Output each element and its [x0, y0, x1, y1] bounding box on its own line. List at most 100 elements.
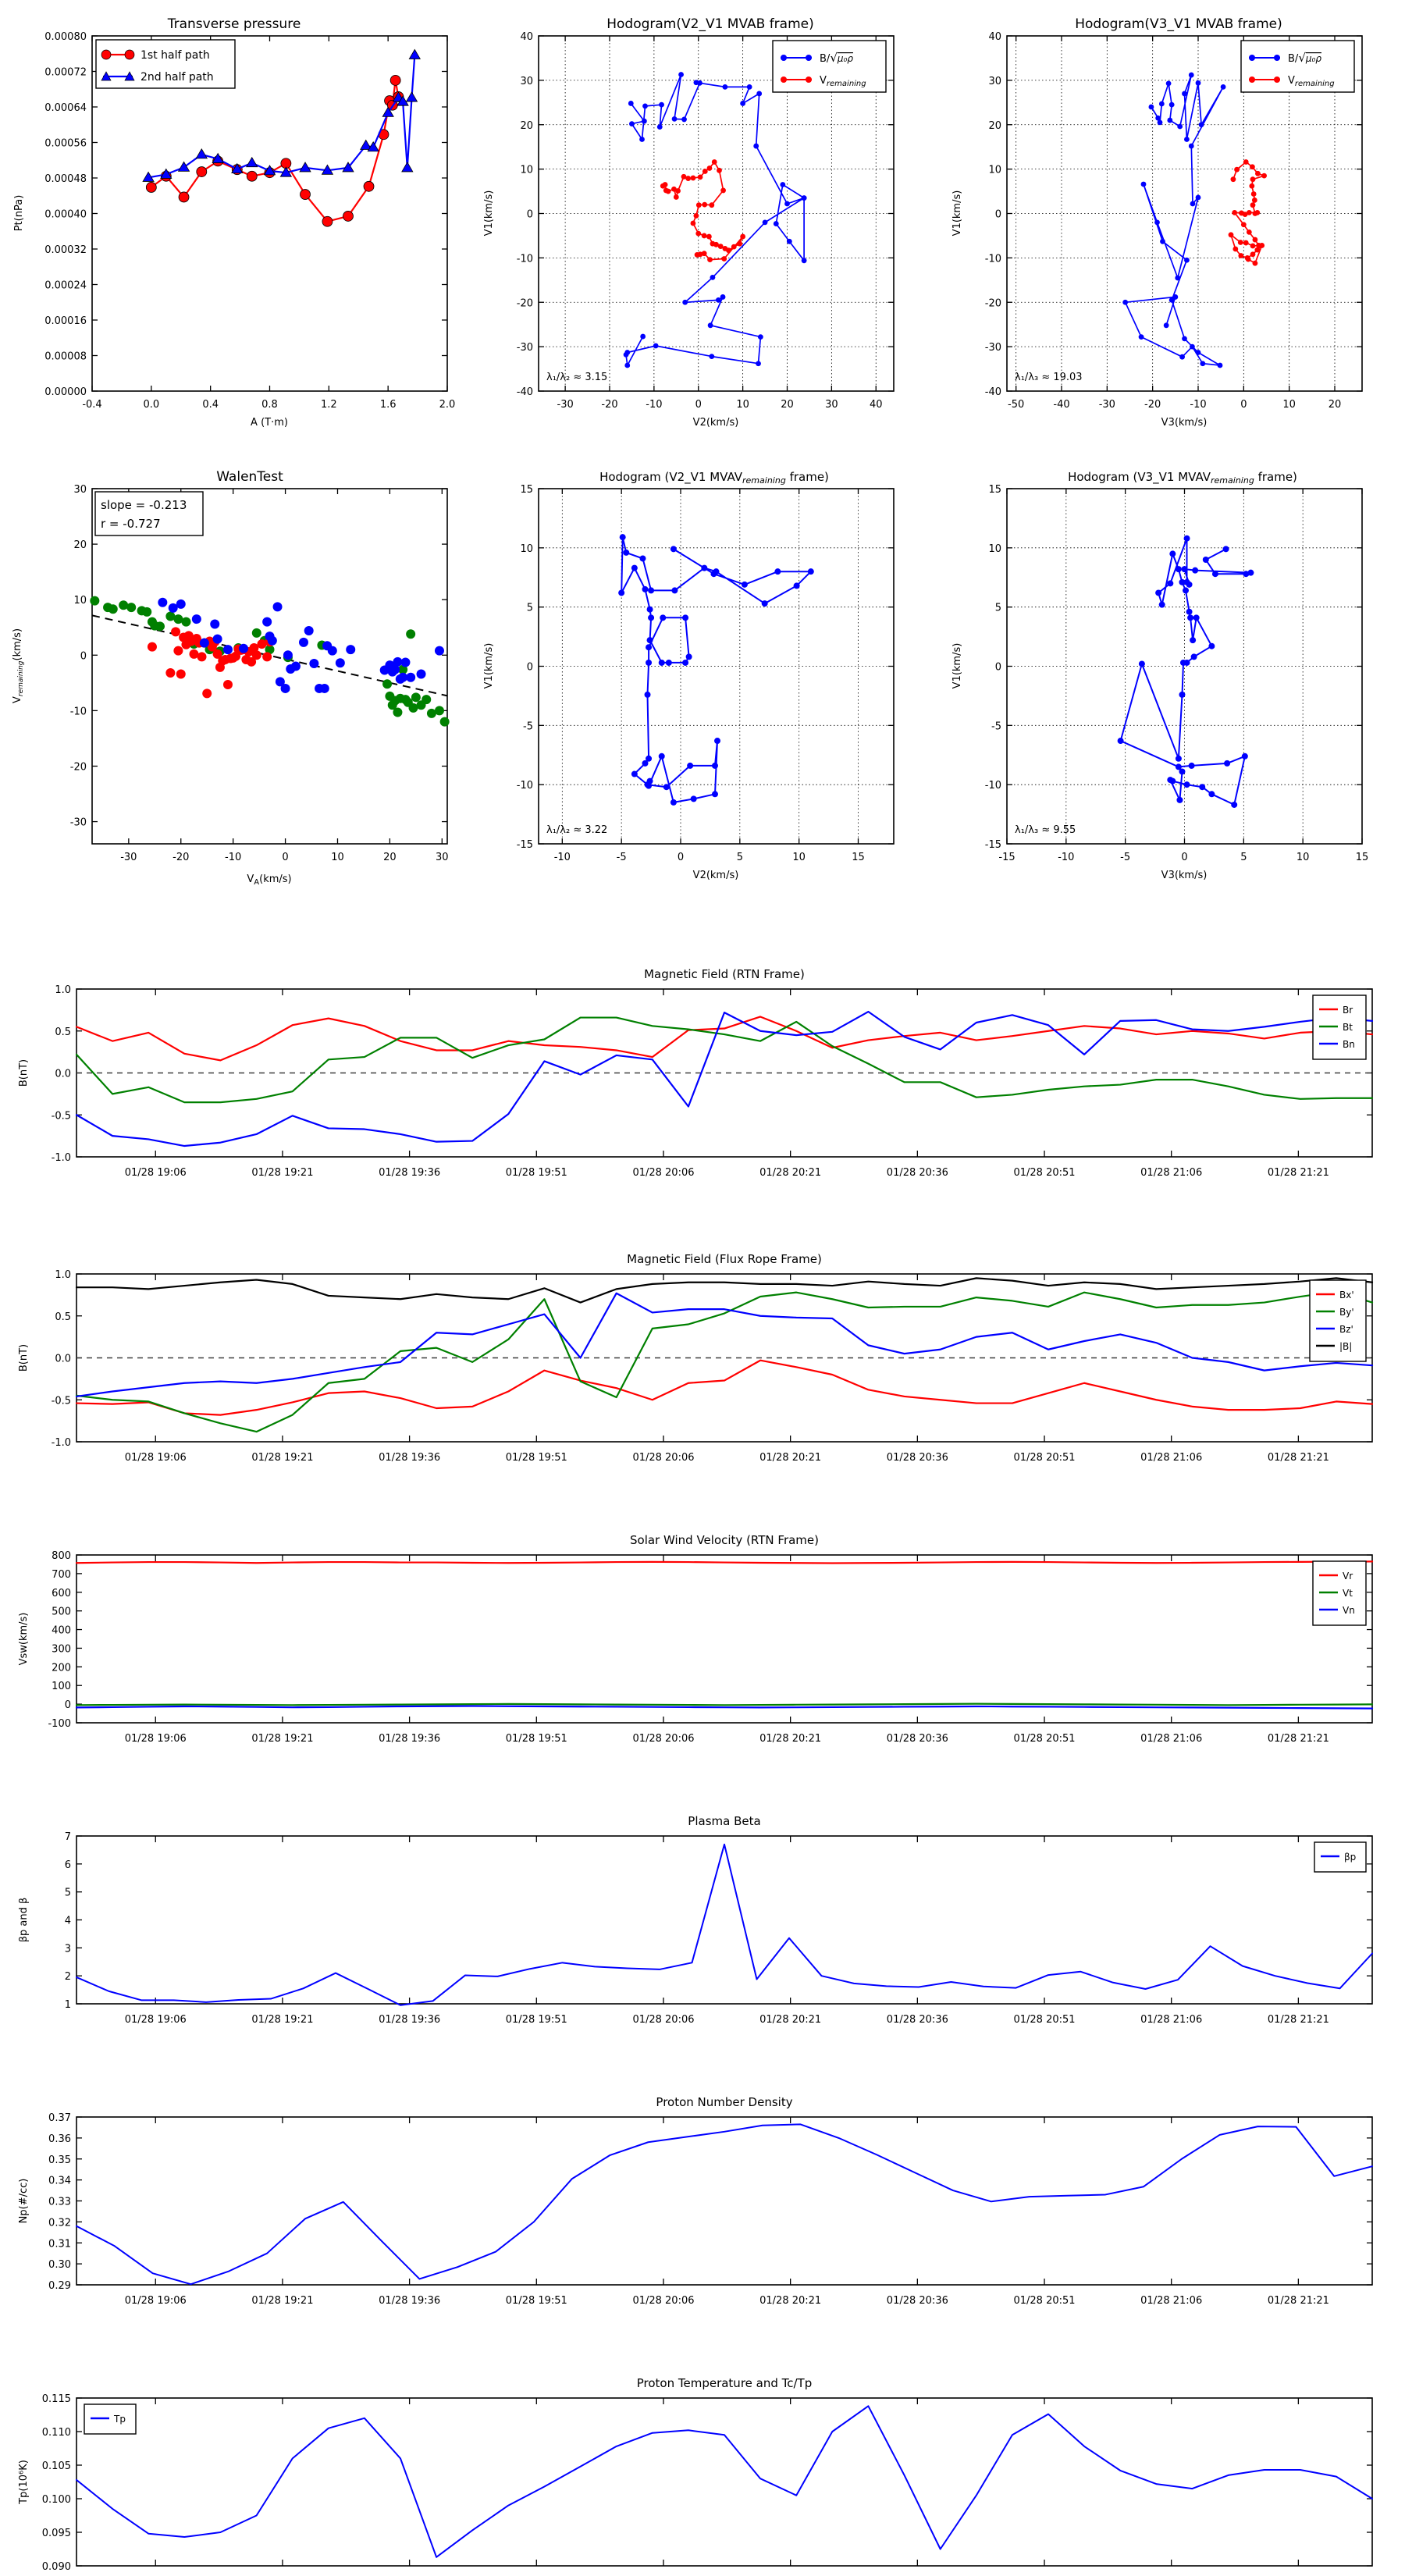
scatter-point [416, 669, 426, 679]
data-point [1190, 201, 1196, 207]
vsw_rtn-title: Solar Wind Velocity (RTN Frame) [630, 1533, 819, 1547]
scatter-point [222, 679, 233, 689]
x-tick-label: 01/28 19:06 [125, 2295, 187, 2307]
x-tick-label: -20 [173, 852, 189, 863]
data-point [710, 275, 716, 280]
data-marker [300, 189, 311, 200]
data-point [801, 258, 807, 264]
data-point [695, 202, 702, 208]
legend-marker [101, 71, 112, 81]
x-tick-label: 1.6 [380, 399, 397, 411]
data-point [1157, 119, 1163, 126]
data-point [1177, 123, 1183, 130]
data-marker [160, 168, 173, 179]
b_fluxrope-ylabel: B(nT) [18, 1344, 30, 1372]
data-point [639, 137, 645, 142]
legend-label: B/√μ₀ρ [820, 51, 853, 65]
x-tick-label: 30 [825, 399, 838, 411]
data-marker [382, 106, 394, 117]
walen-test-title: WalenTest [216, 469, 283, 485]
data-point [1246, 209, 1252, 215]
x-tick-label: 01/28 20:06 [632, 2014, 694, 2026]
y-tick-label: 100 [52, 1681, 71, 1692]
y-tick-label: 400 [52, 1625, 71, 1637]
x-tick-label: -10 [1190, 399, 1206, 411]
data-point [756, 91, 763, 97]
legend-marker [1249, 76, 1255, 83]
legend-label: Vremaining [820, 75, 866, 88]
data-point [1240, 222, 1247, 228]
data-point [1250, 243, 1256, 249]
scatter-point [398, 672, 408, 682]
data-point [642, 760, 649, 767]
data-point [697, 174, 703, 180]
data-point [731, 244, 737, 250]
x-tick-label: 01/28 19:51 [506, 2014, 567, 2026]
data-marker [397, 95, 409, 106]
data-point [711, 159, 717, 165]
data-point [694, 251, 700, 258]
y-tick-label: 6 [65, 1859, 71, 1871]
data-point [1175, 275, 1181, 281]
y-tick-label: -40 [985, 386, 1001, 398]
data-point [1183, 781, 1190, 788]
data-point [623, 549, 630, 556]
x-tick-label: 01/28 21:21 [1268, 1733, 1329, 1745]
y-tick-label: 0 [995, 209, 1001, 221]
data-point [1243, 159, 1249, 165]
data-point [690, 795, 697, 802]
series-line-1 [75, 1016, 1374, 1104]
y-tick-label: 0.095 [42, 2528, 71, 2539]
x-tick-label: 01/28 20:36 [887, 2014, 948, 2026]
data-point [1211, 571, 1218, 578]
data-point [646, 637, 653, 644]
data-point [1195, 194, 1201, 201]
y-tick-label: 1 [65, 1999, 71, 2011]
y-tick-label: 0.00064 [44, 102, 87, 114]
x-tick-label: -50 [1008, 399, 1024, 411]
walen-slope-label: slope = -0.213 [101, 498, 187, 512]
legend-label: By' [1339, 1307, 1354, 1318]
data-point [695, 230, 702, 237]
x-tick-label: 20 [383, 852, 397, 863]
x-tick-label: 01/28 19:36 [379, 2295, 440, 2307]
data-point [1208, 791, 1215, 798]
legend: Br Bt Bn [1312, 994, 1367, 1060]
data-point [682, 659, 689, 666]
data-point [1154, 219, 1160, 226]
y-tick-label: 3 [65, 1943, 71, 1955]
legend-label: B/√μ₀ρ [1288, 51, 1321, 65]
data-point [1202, 557, 1209, 563]
x-tick-label: 01/28 19:36 [379, 2014, 440, 2026]
x-tick-label: 0 [1240, 399, 1247, 411]
y-tick-label: 30 [520, 76, 533, 87]
y-tick-label: 0.00024 [44, 280, 87, 292]
x-tick-label: 01/28 19:51 [506, 1452, 567, 1464]
data-point [1261, 173, 1267, 179]
x-tick-label: -30 [1099, 399, 1115, 411]
data-point [1176, 796, 1183, 803]
scatter-point [400, 657, 411, 667]
plot-frame [76, 1554, 1373, 1724]
data-point [1190, 343, 1195, 350]
series-line-1 [75, 1703, 1374, 1706]
plasma_beta-title: Plasma Beta [688, 1814, 760, 1828]
data-point [757, 334, 763, 340]
scatter-point [434, 706, 444, 716]
data-point [1179, 659, 1186, 666]
y-tick-label: 0.115 [42, 2393, 71, 2405]
data-point [1165, 80, 1172, 87]
data-marker [401, 162, 414, 173]
panel-plasma-beta: Plasma Beta βp and β 1 2 3 4 5 6 7 01/28 19:06 01/… [0, 1788, 1405, 2065]
data-point [720, 187, 726, 194]
data-point [1252, 260, 1258, 266]
data-point [1249, 183, 1255, 189]
series-line-1 [75, 1290, 1374, 1433]
data-point [1155, 115, 1161, 121]
data-point [1254, 247, 1261, 253]
x-tick-label: -20 [601, 399, 617, 411]
legend-label: Vremaining [1288, 75, 1335, 88]
hodogram-v3v1-mvav-ylabel: V1(km/s) [951, 643, 963, 689]
scatter-point [142, 607, 152, 617]
x-tick-label: 01/28 20:06 [632, 2295, 694, 2307]
